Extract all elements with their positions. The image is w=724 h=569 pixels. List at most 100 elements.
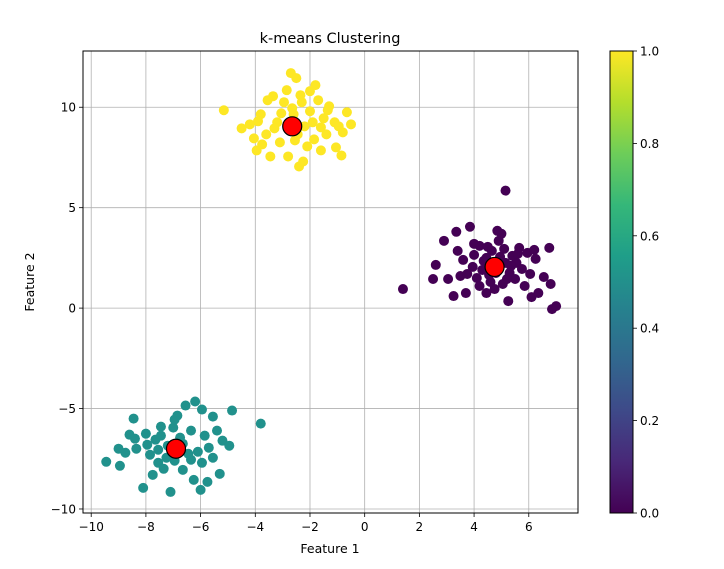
- data-point: [257, 139, 268, 150]
- data-point: [458, 254, 469, 265]
- data-point: [140, 428, 151, 439]
- data-point: [519, 281, 530, 292]
- data-point: [212, 425, 223, 436]
- plot-frame: [82, 50, 579, 514]
- data-point: [281, 85, 292, 96]
- data-point: [224, 440, 235, 451]
- data-point: [428, 273, 439, 284]
- data-point: [186, 454, 197, 465]
- data-point: [207, 452, 218, 463]
- data-point: [299, 121, 310, 132]
- colorbar: 0.0 0.2 0.4 0.6 0.8 1.0: [609, 45, 659, 521]
- data-point: [525, 268, 536, 279]
- data-point: [195, 484, 206, 495]
- data-point: [337, 127, 348, 138]
- colorbar-tick-label: 0.6: [640, 229, 659, 243]
- centroid-markers: [165, 116, 505, 459]
- x-tick-label: 2: [416, 520, 424, 534]
- data-point: [481, 288, 492, 299]
- chart-title: k-means Clustering: [260, 31, 401, 47]
- data-point: [467, 261, 478, 272]
- data-point: [190, 396, 201, 407]
- colorbar-tick-label: 0.2: [640, 414, 659, 428]
- data-point: [128, 413, 139, 424]
- scatter-points: [101, 68, 562, 497]
- data-point: [302, 141, 313, 152]
- data-point: [269, 123, 280, 134]
- data-point: [430, 259, 441, 270]
- data-point: [469, 249, 480, 260]
- colorbar-ticks: 0.0 0.2 0.4 0.6 0.8 1.0: [633, 45, 659, 521]
- plot-area: −10 −8 −6 −4 −2 0 2 4 6 −10 −5 0 5 10: [51, 50, 579, 534]
- data-point: [227, 405, 238, 416]
- data-point: [448, 291, 459, 302]
- data-point: [142, 439, 153, 450]
- y-axis-ticks: −10 −5 0 5 10: [51, 101, 83, 516]
- colorbar-tick-label: 0.4: [640, 322, 659, 336]
- data-point: [291, 73, 302, 84]
- x-tick-label: −4: [246, 520, 264, 534]
- data-point: [309, 134, 320, 145]
- data-point: [138, 482, 149, 493]
- data-point: [530, 253, 541, 264]
- data-point: [196, 404, 207, 415]
- y-axis-label: Feature 2: [22, 252, 37, 311]
- data-point: [236, 123, 247, 134]
- data-point: [438, 235, 449, 246]
- data-point: [533, 288, 544, 299]
- data-point: [492, 225, 503, 236]
- data-point: [397, 284, 408, 295]
- y-tick-label: −5: [58, 402, 76, 416]
- data-point: [120, 447, 131, 458]
- x-tick-label: −8: [137, 520, 155, 534]
- data-point: [529, 244, 540, 255]
- data-point: [503, 296, 514, 307]
- data-point: [469, 238, 480, 249]
- centroid-marker: [484, 256, 505, 278]
- data-point: [196, 457, 207, 468]
- data-point: [158, 463, 169, 474]
- data-point: [336, 150, 347, 161]
- data-point: [516, 263, 527, 274]
- data-point: [452, 245, 463, 256]
- data-point: [510, 273, 521, 284]
- x-tick-label: −2: [301, 520, 319, 534]
- data-point: [505, 260, 516, 271]
- data-point: [155, 430, 166, 441]
- data-point: [315, 122, 326, 133]
- data-point: [551, 301, 562, 312]
- data-point: [287, 103, 298, 114]
- data-point: [307, 117, 318, 128]
- data-point: [244, 119, 255, 130]
- data-point: [298, 156, 309, 167]
- data-point: [131, 443, 142, 454]
- y-tick-label: 0: [68, 302, 76, 316]
- centroid-marker: [282, 116, 303, 137]
- data-point: [499, 243, 510, 254]
- data-point: [253, 116, 264, 127]
- colorbar-tick-label: 0.0: [640, 507, 659, 521]
- colorbar-tick-label: 0.8: [640, 137, 659, 151]
- data-point: [346, 119, 357, 130]
- x-tick-label: 4: [470, 520, 478, 534]
- data-point: [203, 442, 214, 453]
- data-point: [153, 444, 164, 455]
- cluster-1-points: [101, 396, 266, 497]
- data-point: [289, 135, 300, 146]
- x-tick-label: 0: [361, 520, 369, 534]
- data-point: [202, 476, 213, 487]
- data-point: [322, 105, 333, 116]
- data-point: [545, 279, 556, 290]
- data-point: [114, 460, 125, 471]
- data-point: [544, 242, 555, 253]
- data-point: [283, 151, 294, 162]
- data-point: [313, 95, 324, 106]
- data-point: [464, 221, 475, 232]
- data-point: [265, 151, 276, 162]
- data-point: [321, 129, 332, 140]
- data-point: [341, 107, 352, 118]
- data-point: [218, 105, 229, 116]
- data-point: [474, 281, 485, 292]
- x-axis-label: Feature 1: [300, 541, 359, 556]
- data-point: [279, 97, 290, 108]
